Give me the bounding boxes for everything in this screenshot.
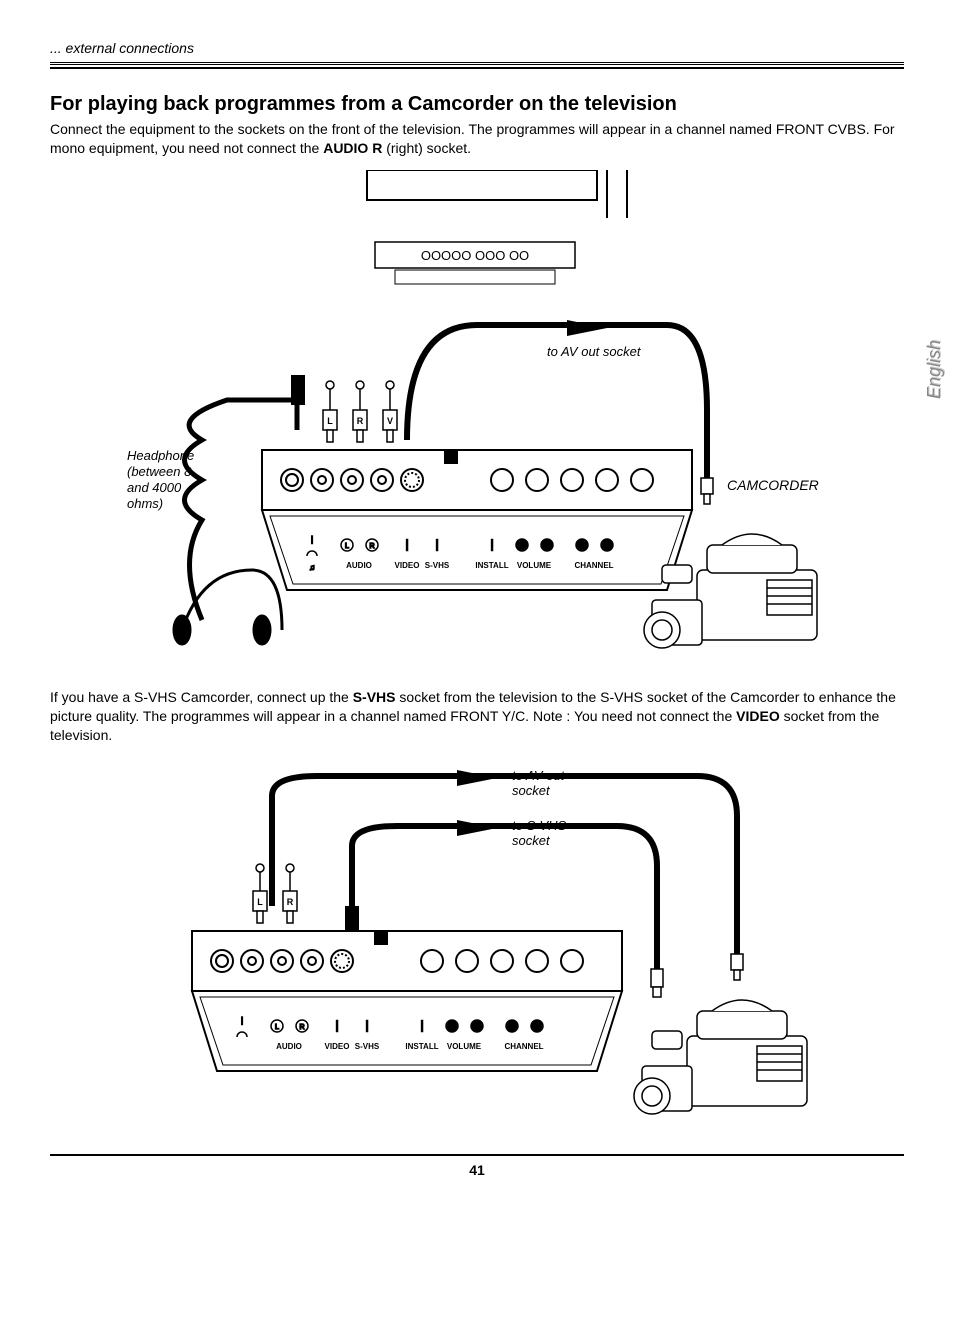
- mid-bold-video: VIDEO: [736, 708, 780, 724]
- svg-text:−: −: [510, 1022, 515, 1031]
- plug-l-label-2: L: [257, 897, 263, 907]
- panel-install-label: INSTALL: [475, 561, 508, 570]
- svg-text:+: +: [545, 541, 550, 550]
- panel2-svhs-label: S-VHS: [355, 1042, 380, 1051]
- av-cable-2: [272, 776, 737, 956]
- panel-volume-label: VOLUME: [517, 561, 552, 570]
- plug-l-label: L: [327, 416, 333, 426]
- svg-text:|: |: [490, 537, 493, 551]
- headphone-label: Headphone (between 8 and 4000 ohms): [127, 448, 198, 511]
- mid-text-1: If you have a S-VHS Camcorder, connect u…: [50, 689, 353, 705]
- svg-text:♫: ♫: [309, 563, 315, 572]
- header-rule: [50, 62, 904, 69]
- panel2-video-label: VIDEO: [325, 1042, 350, 1051]
- panel2-channel-label: CHANNEL: [504, 1042, 543, 1051]
- svg-text:|: |: [435, 537, 438, 551]
- svg-text:L: L: [345, 543, 349, 550]
- figure-2: to AV outsocket to S-VHSsocket L R: [50, 756, 904, 1136]
- panel-channel-label: CHANNEL: [574, 561, 613, 570]
- to-av-label-2: to AV outsocket: [512, 768, 566, 798]
- plug-r-label: R: [357, 416, 364, 426]
- to-av-label-1: to AV out socket: [547, 344, 642, 359]
- tv-control-bar: OOOOO OOO OO: [375, 242, 575, 284]
- panel2-install-label: INSTALL: [405, 1042, 438, 1051]
- mid-bold-svhs: S-VHS: [353, 689, 396, 705]
- svg-text:|: |: [241, 1016, 243, 1025]
- mid-paragraph: If you have a S-VHS Camcorder, connect u…: [50, 688, 904, 745]
- svg-text:|: |: [365, 1018, 368, 1032]
- camcorder-label: CAMCORDER: [727, 477, 819, 493]
- svg-text:R: R: [299, 1024, 304, 1031]
- svg-text:+: +: [535, 1022, 540, 1031]
- svg-text:+: +: [605, 541, 610, 550]
- headphone-plug-icon: [291, 375, 305, 405]
- bottom-rule: [50, 1154, 904, 1156]
- svg-text:+: +: [475, 1022, 480, 1031]
- panel-svhs-label: S-VHS: [425, 561, 450, 570]
- svg-text:R: R: [369, 543, 374, 550]
- intro-text-1: Connect the equipment to the sockets on …: [50, 121, 895, 156]
- tv-front-panel: | ♫ L R | | | − + − + AUDIO VIDEO S-VHS …: [262, 450, 692, 590]
- lrv-plugs: [323, 381, 397, 442]
- plug-v-label: V: [387, 416, 393, 426]
- svg-text:−: −: [450, 1022, 455, 1031]
- svg-text:|: |: [420, 1018, 423, 1032]
- panel-audio-label: AUDIO: [346, 561, 372, 570]
- breadcrumb: ... external connections: [50, 40, 904, 56]
- arrow-av2-icon: [457, 770, 497, 786]
- av-plug-icon: [701, 478, 713, 504]
- tv-outline: [367, 170, 627, 218]
- svg-text:|: |: [311, 535, 313, 544]
- intro-text-2: (right) socket.: [382, 140, 471, 156]
- panel2-volume-label: VOLUME: [447, 1042, 482, 1051]
- svhs-panel-plug-icon: [345, 906, 359, 932]
- intro-bold-audio-r: AUDIO R: [323, 140, 382, 156]
- av-plug2-icon: [731, 954, 743, 980]
- svg-text:L: L: [275, 1024, 279, 1031]
- plug-r-label-2: R: [287, 897, 294, 907]
- language-side-label: English: [924, 340, 945, 399]
- page-number: 41: [50, 1162, 904, 1178]
- svhs-plug-icon: [651, 969, 663, 997]
- arrow-svhs-icon: [457, 820, 497, 836]
- svg-text:|: |: [405, 537, 408, 551]
- tv-front-panel-2: | L R | | | − + − + AUDIO VIDEO S-VHS IN…: [192, 931, 622, 1071]
- svg-text:−: −: [520, 541, 525, 550]
- panel-video-label: VIDEO: [395, 561, 420, 570]
- svg-text:|: |: [335, 1018, 338, 1032]
- intro-paragraph: Connect the equipment to the sockets on …: [50, 120, 904, 158]
- page: ... external connections English For pla…: [50, 40, 904, 1178]
- panel2-audio-label: AUDIO: [276, 1042, 302, 1051]
- to-svhs-label: to S-VHSsocket: [512, 818, 567, 848]
- figure-1: OOOOO OOO OO to AV out socket: [50, 170, 904, 670]
- section-title: For playing back programmes from a Camco…: [50, 93, 904, 116]
- camcorder-icon-2: [634, 1000, 807, 1114]
- svg-text:−: −: [580, 541, 585, 550]
- tv-controls-label: OOOOO OOO OO: [421, 248, 529, 263]
